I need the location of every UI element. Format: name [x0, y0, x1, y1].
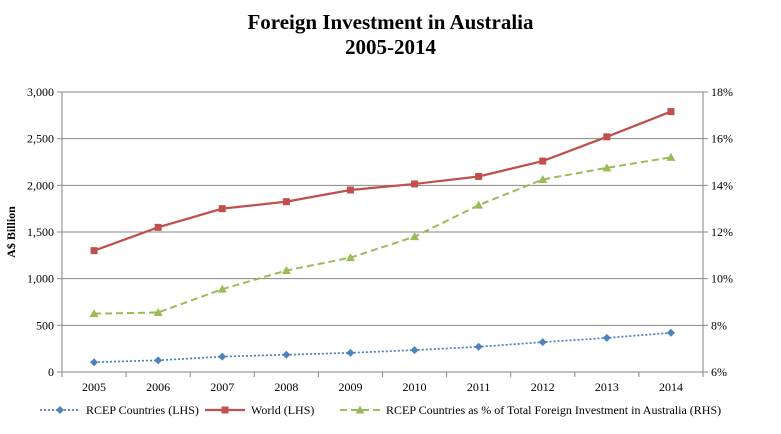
x-tick-label: 2013	[595, 380, 619, 394]
data-point	[667, 108, 675, 116]
x-tick-label: 2007	[210, 380, 234, 394]
x-tick-label: 2010	[403, 380, 427, 394]
data-point	[90, 358, 99, 367]
data-point	[346, 348, 355, 357]
data-point	[281, 266, 291, 274]
data-point	[539, 157, 547, 165]
x-tick-label: 2012	[531, 380, 555, 394]
right-tick-label: 12%	[711, 225, 733, 239]
left-axis-tick-labels: 0 500 1,000 1,500 2,000 2,500 3,000	[27, 85, 54, 379]
left-tick-label: 2,000	[27, 178, 54, 192]
series-line	[93, 110, 672, 252]
data-point	[282, 198, 290, 206]
data-point	[411, 180, 419, 188]
chart-title-line-1: Foreign Investment in Australia	[247, 10, 534, 34]
data-point	[666, 328, 675, 337]
chart-title: Foreign Investment in Australia 2005-201…	[0, 10, 781, 60]
legend-marker	[355, 405, 365, 414]
right-axis-tick-labels: 6% 8% 10% 12% 14% 16% 18%	[711, 85, 733, 379]
series-2	[90, 108, 675, 255]
data-point	[603, 133, 611, 141]
y-axis-label-left: A$ Billion	[4, 206, 18, 258]
data-point	[346, 186, 354, 194]
data-point	[538, 175, 548, 183]
right-tick-label: 6%	[711, 365, 727, 379]
legend-item: World (LHS)	[205, 403, 314, 417]
legend-item: RCEP Countries (LHS)	[40, 403, 199, 417]
data-point	[89, 309, 99, 318]
left-tick-label: 2,500	[27, 132, 54, 146]
data-point	[474, 200, 484, 209]
x-tick-label: 2008	[274, 380, 298, 394]
data-point	[666, 152, 676, 161]
right-tick-label: 10%	[711, 272, 733, 286]
x-tick-label: 2011	[467, 380, 491, 394]
legend-label: RCEP Countries (LHS)	[86, 403, 199, 417]
left-tick-label: 1,500	[27, 225, 54, 239]
x-tick-label: 2014	[659, 380, 683, 394]
data-point	[282, 350, 291, 359]
data-point	[475, 172, 483, 180]
axes	[57, 91, 708, 377]
data-point	[153, 308, 163, 316]
data-point	[538, 338, 547, 347]
x-tick-label: 2009	[338, 380, 362, 394]
right-tick-label: 16%	[711, 132, 733, 146]
gridlines	[62, 91, 703, 326]
legend-marker	[221, 406, 229, 414]
left-tick-label: 500	[36, 318, 54, 332]
data-point	[602, 333, 611, 342]
right-tick-label: 14%	[711, 178, 733, 192]
series-layer	[89, 108, 676, 367]
data-point	[154, 223, 162, 231]
right-tick-label: 18%	[711, 85, 733, 99]
left-tick-label: 0	[48, 365, 54, 379]
legend-item: RCEP Countries as % of Total Foreign Inv…	[340, 403, 721, 417]
data-point	[218, 352, 227, 361]
legend: RCEP Countries (LHS) World (LHS) RCEP Coun…	[40, 403, 721, 417]
series-line	[94, 331, 672, 364]
data-point	[154, 356, 163, 365]
data-point	[474, 342, 483, 351]
left-tick-label: 3,000	[27, 85, 54, 99]
series-1	[90, 328, 675, 367]
chart-title-line-2: 2005-2014	[345, 35, 436, 59]
series-line	[94, 156, 672, 315]
data-point	[217, 284, 227, 293]
series-3	[89, 152, 676, 318]
x-tick-label: 2005	[82, 380, 106, 394]
data-point	[410, 232, 420, 241]
x-axis-tick-labels: 2005 2006 2007 2008 2009 2010 2011 2012 2013 2014	[82, 380, 683, 394]
left-tick-label: 1,000	[27, 272, 54, 286]
data-point	[345, 253, 355, 262]
data-point	[218, 205, 226, 213]
data-point	[602, 163, 612, 172]
right-tick-label: 8%	[711, 318, 727, 332]
legend-label: RCEP Countries as % of Total Foreign Inv…	[386, 403, 721, 417]
x-tick-label: 2006	[146, 380, 170, 394]
data-point	[410, 346, 419, 355]
legend-marker	[56, 406, 64, 414]
legend-label: World (LHS)	[251, 403, 314, 417]
data-point	[90, 247, 98, 255]
